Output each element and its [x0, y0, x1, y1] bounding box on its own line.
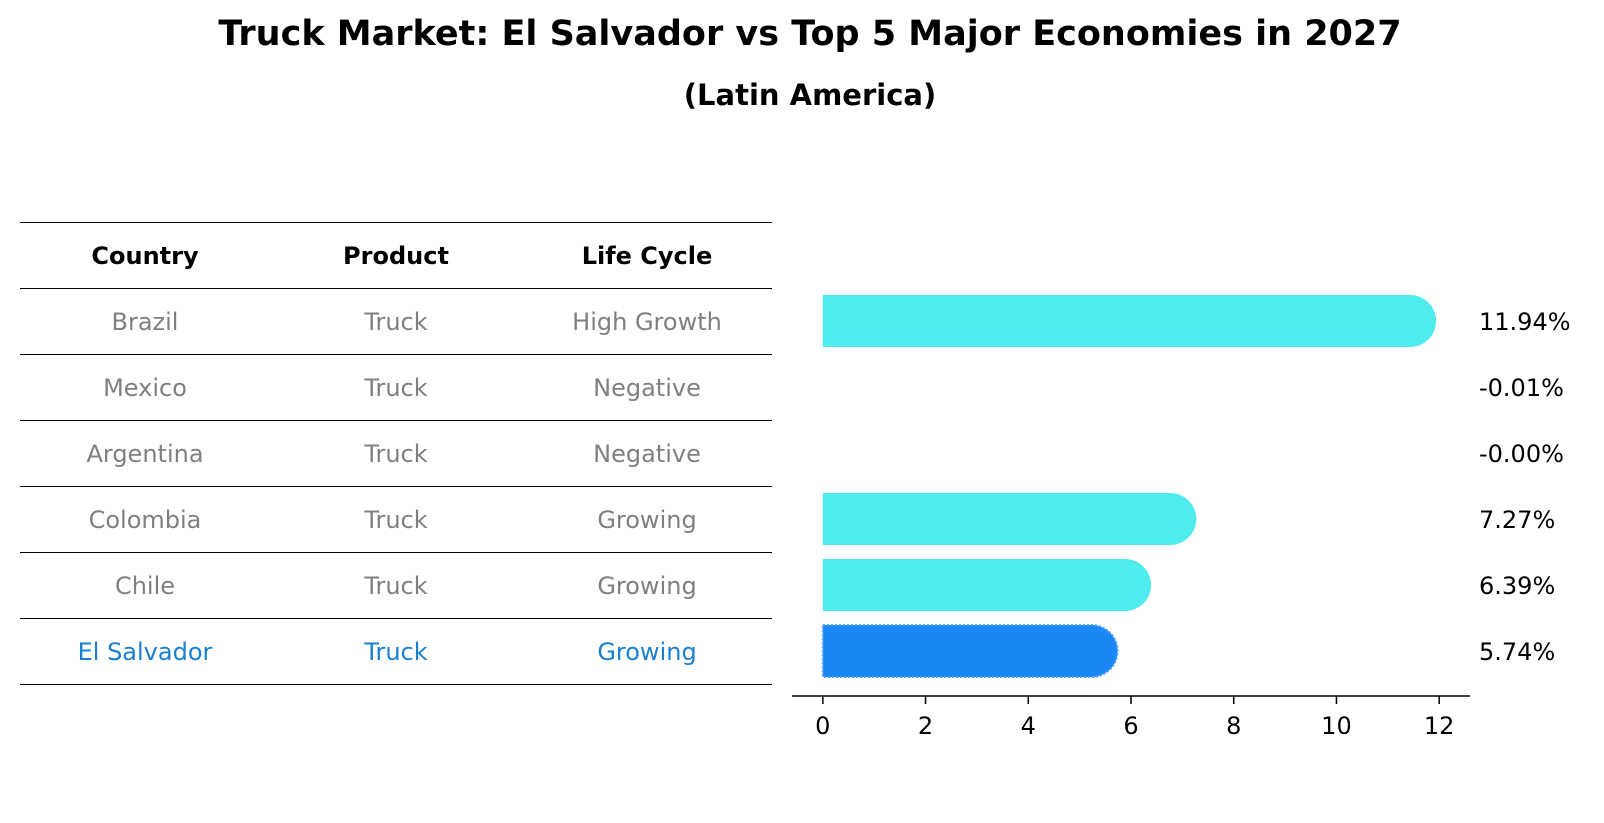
table-row-highlight: El Salvador Truck Growing — [20, 618, 772, 685]
value-label: 6.39% — [1479, 572, 1555, 600]
x-axis: 0 2 4 6 8 10 12 — [792, 695, 1470, 740]
value-label: -0.01% — [1479, 374, 1564, 402]
table-row: Colombia Truck Growing — [20, 486, 772, 552]
cell-life-cycle: Growing — [597, 638, 697, 666]
value-label-group: 11.94% -0.01% -0.00% 7.27% 6.39% 5.74% — [1479, 308, 1571, 666]
header-country: Country — [91, 242, 199, 270]
cell-product: Truck — [364, 374, 428, 402]
bar-colombia — [822, 493, 1197, 545]
table-row: Argentina Truck Negative — [20, 420, 772, 486]
table-header-row: Country Product Life Cycle — [20, 222, 772, 288]
cell-life-cycle: Growing — [597, 572, 697, 600]
cell-product: Truck — [364, 440, 428, 468]
cell-country: Mexico — [103, 374, 187, 402]
value-label: 5.74% — [1479, 638, 1555, 666]
value-label: -0.00% — [1479, 440, 1564, 468]
cell-country: Chile — [114, 572, 176, 600]
x-tick-label: 4 — [1021, 712, 1036, 740]
x-tick-label: 8 — [1226, 712, 1241, 740]
cell-country: Colombia — [88, 506, 202, 534]
table-row: Chile Truck Growing — [20, 552, 772, 618]
x-tick-label: 6 — [1123, 712, 1138, 740]
cell-country: Argentina — [86, 440, 204, 468]
cell-country: El Salvador — [77, 638, 213, 666]
header-product: Product — [343, 242, 449, 270]
cell-life-cycle: Negative — [593, 440, 701, 468]
value-label: 11.94% — [1479, 308, 1571, 336]
cell-life-cycle: High Growth — [572, 308, 722, 336]
cell-life-cycle: Growing — [597, 506, 697, 534]
cell-product: Truck — [364, 638, 428, 666]
chart-subtitle: (Latin America) — [683, 78, 937, 112]
x-tick-label: 2 — [918, 712, 933, 740]
table-row: Mexico Truck Negative — [20, 354, 772, 420]
table-row: Brazil Truck High Growth — [20, 288, 772, 354]
chart-title: Truck Market: El Salvador vs Top 5 Major… — [218, 14, 1402, 54]
x-tick-label: 12 — [1424, 712, 1455, 740]
cell-country: Brazil — [111, 308, 179, 336]
bar-group — [821, 295, 1437, 678]
x-tick-label: 0 — [815, 712, 830, 740]
value-label: 7.27% — [1479, 506, 1555, 534]
bar-chile — [822, 559, 1152, 611]
header-life-cycle: Life Cycle — [581, 242, 713, 270]
bar-el-salvador — [821, 624, 1119, 678]
cell-life-cycle: Negative — [593, 374, 701, 402]
cell-product: Truck — [364, 308, 428, 336]
bar-brazil — [822, 295, 1437, 347]
cell-product: Truck — [364, 572, 428, 600]
data-table: Country Product Life Cycle Brazil Truck … — [20, 222, 772, 685]
x-tick-label: 10 — [1321, 712, 1352, 740]
cell-product: Truck — [364, 506, 428, 534]
